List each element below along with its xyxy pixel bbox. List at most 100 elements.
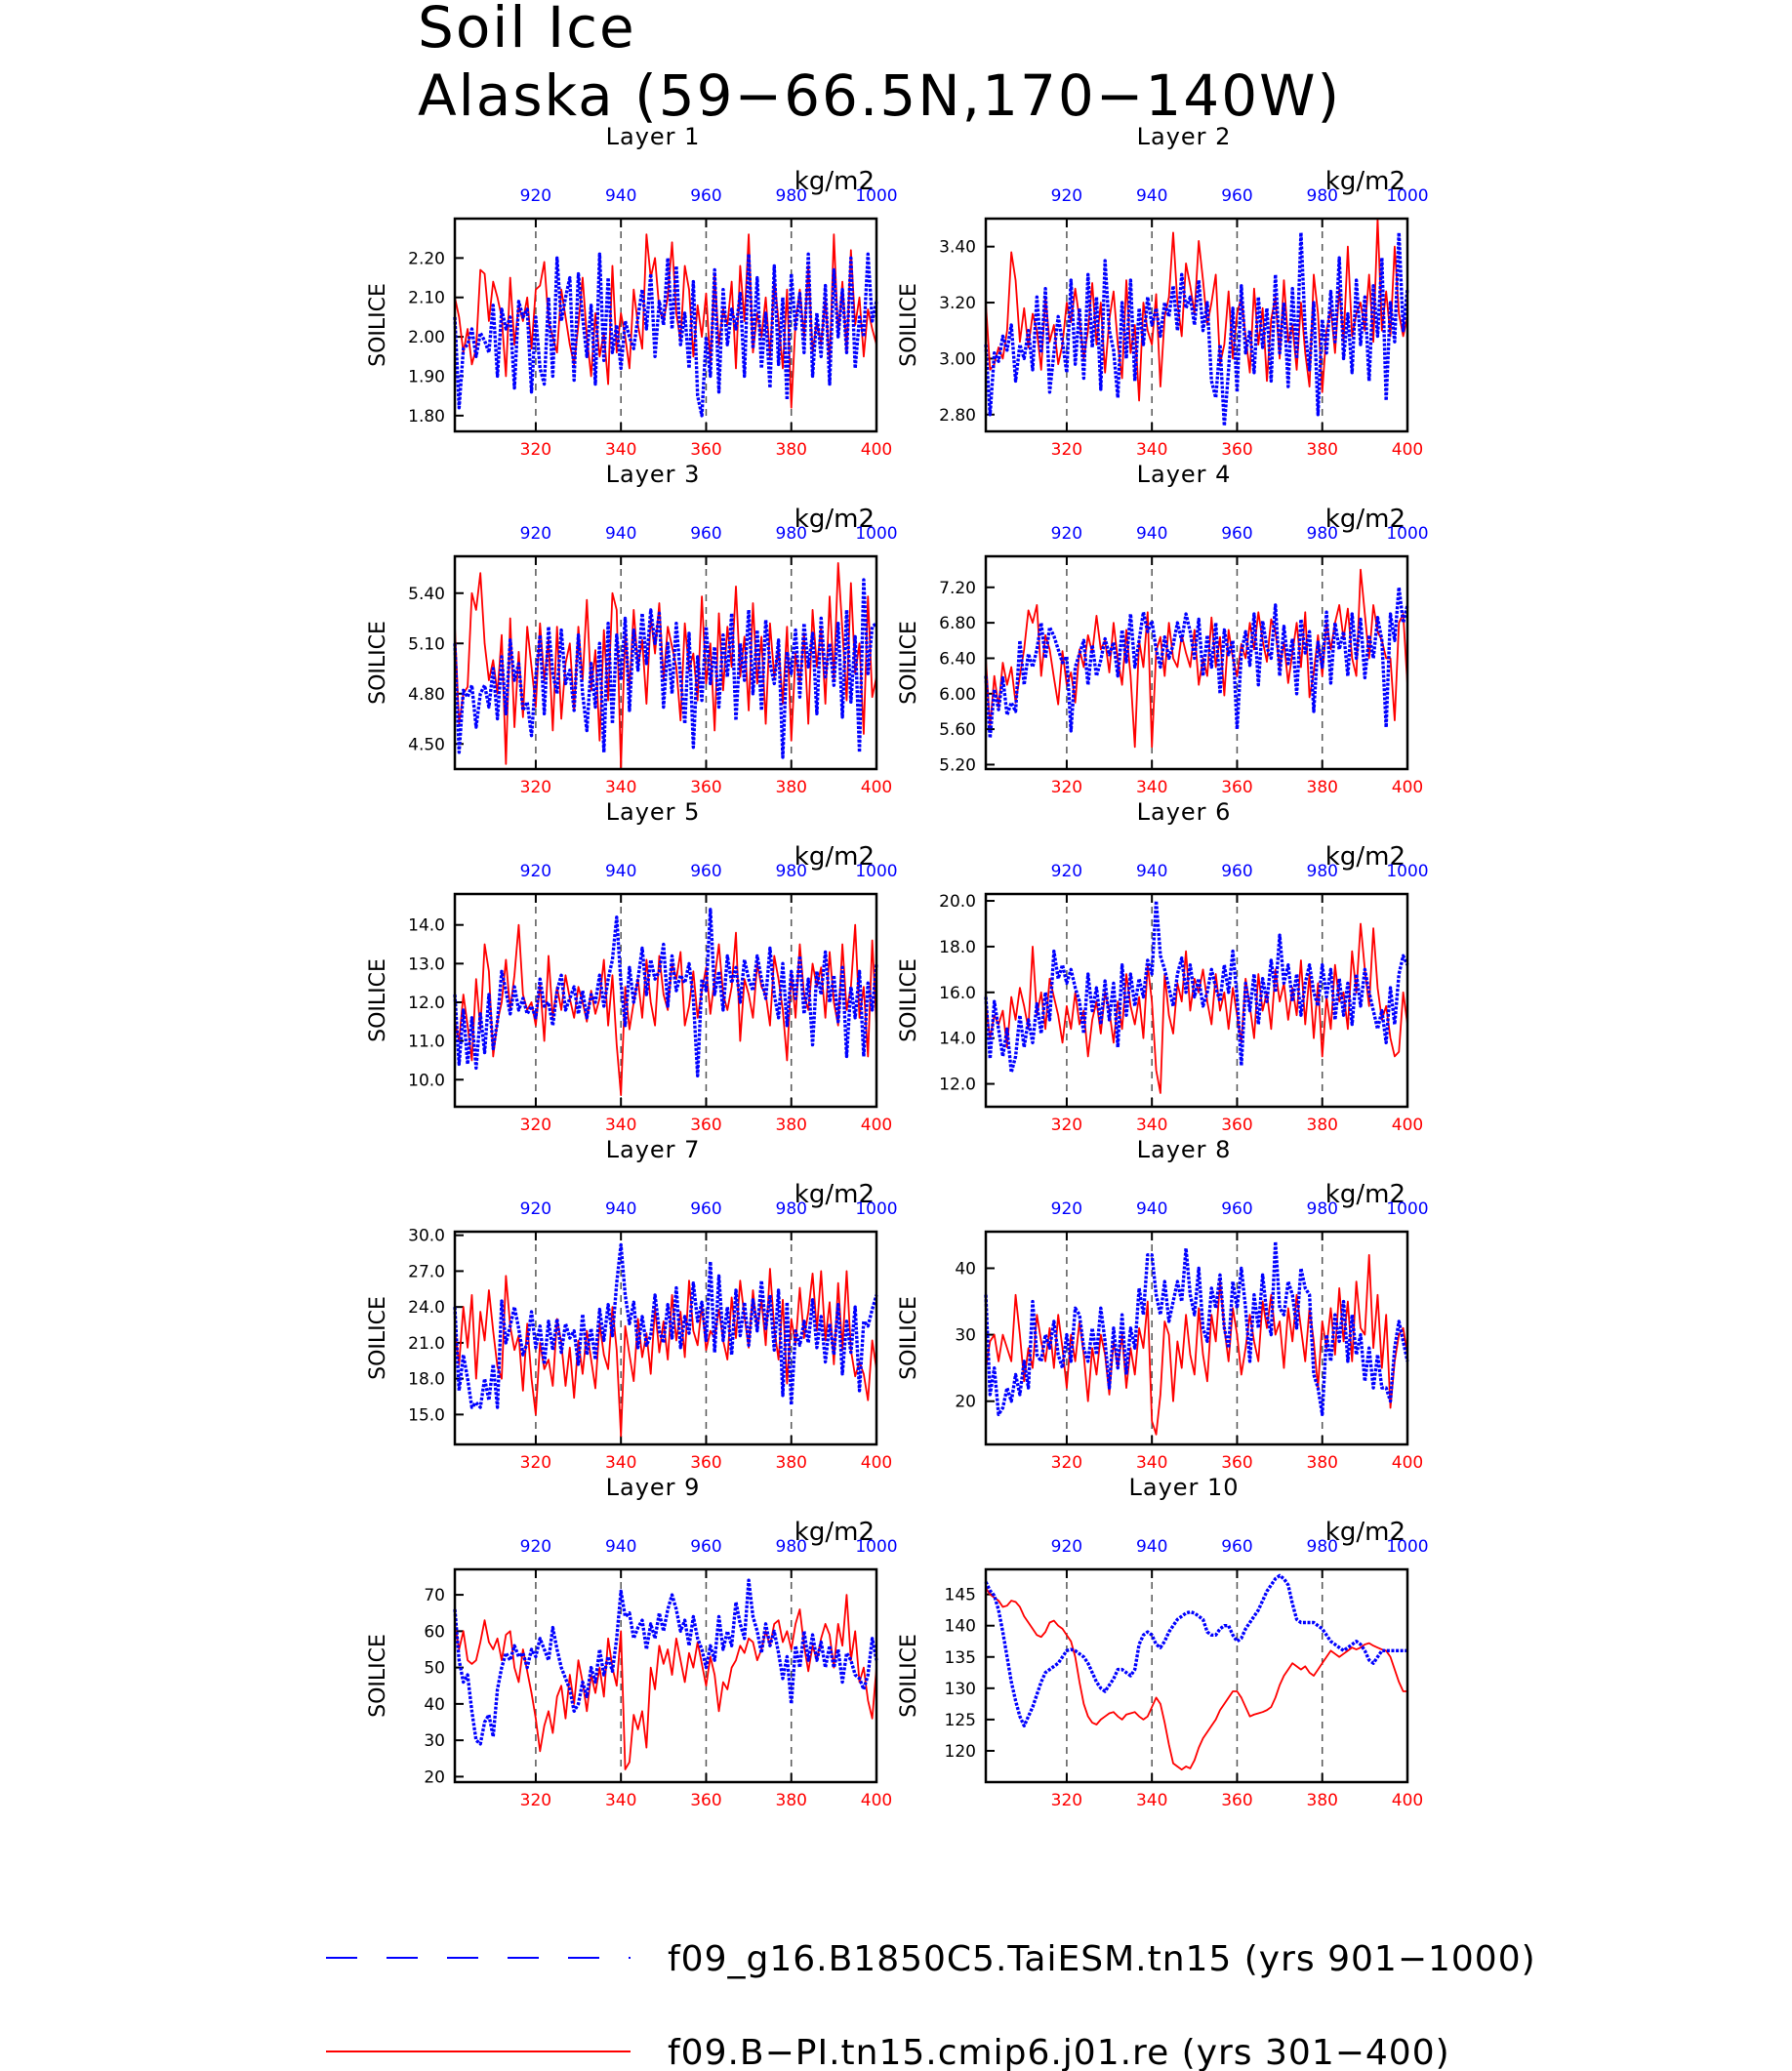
y-tick-label: 6.80 <box>939 614 976 633</box>
x-tick-label-bottom: 380 <box>776 778 807 797</box>
plot-frame <box>453 217 878 433</box>
x-tick-label-bottom: 320 <box>1051 1791 1082 1810</box>
figure-title-line2: Alaska (59−66.5N,170−140W) <box>418 62 1341 129</box>
x-tick-label-top: 940 <box>605 1537 636 1557</box>
y-tick-label: 5.20 <box>939 755 976 775</box>
panel-title: Layer 9 <box>606 1474 701 1501</box>
x-tick-label-bottom: 340 <box>605 778 636 797</box>
x-tick-label-bottom: 360 <box>1221 1116 1252 1135</box>
panel-8: Layer 8 kg/m2 SOILICE 320 340 360 380 400 920 940… <box>897 1136 1429 1473</box>
y-tick-label: 5.40 <box>408 585 445 604</box>
y-tick-label: 18.0 <box>408 1370 445 1390</box>
series-line-blue <box>453 1242 878 1409</box>
x-tick-label-bottom: 360 <box>690 1453 721 1473</box>
x-tick-label-top: 920 <box>1051 186 1082 206</box>
plot-frame <box>453 1567 878 1784</box>
plot-frame <box>984 554 1409 771</box>
x-tick-label-top: 940 <box>1136 524 1167 544</box>
x-tick-label-bottom: 320 <box>520 440 551 460</box>
x-tick-label-bottom: 400 <box>861 1116 892 1135</box>
x-tick-label-bottom: 320 <box>520 1791 551 1810</box>
x-tick-label-bottom: 360 <box>690 440 721 460</box>
y-tick-label: 14.0 <box>408 916 445 936</box>
x-tick-label-bottom: 320 <box>520 778 551 797</box>
panel-title: Layer 7 <box>606 1136 701 1163</box>
x-tick-label-bottom: 340 <box>1136 1116 1167 1135</box>
panel-4: Layer 4 kg/m2 SOILICE 320 340 360 380 400 920 940… <box>897 461 1429 797</box>
plot-frame <box>453 554 878 771</box>
x-tick-label-bottom: 320 <box>1051 1453 1082 1473</box>
y-tick-label: 2.10 <box>408 289 445 308</box>
x-tick-label-bottom: 380 <box>776 1453 807 1473</box>
y-axis-label: SOILICE <box>366 1634 390 1718</box>
x-tick-label-bottom: 340 <box>1136 440 1167 460</box>
series-line-red <box>985 568 1408 749</box>
units-label: kg/m2 <box>1325 842 1405 872</box>
y-tick-label: 24.0 <box>408 1298 445 1318</box>
panel-title: Layer 4 <box>1137 461 1232 488</box>
y-tick-label: 125 <box>945 1711 976 1730</box>
y-tick-label: 135 <box>945 1648 976 1668</box>
plot-frame <box>984 1567 1409 1784</box>
x-tick-label-top: 1000 <box>1386 524 1428 544</box>
x-tick-label-bottom: 380 <box>776 1116 807 1135</box>
y-tick-label: 30 <box>424 1731 445 1751</box>
x-tick-label-bottom: 340 <box>605 1453 636 1473</box>
x-tick-label-bottom: 380 <box>1307 1453 1338 1473</box>
units-label: kg/m2 <box>1325 1518 1405 1547</box>
x-tick-label-top: 1000 <box>1386 186 1428 206</box>
x-tick-label-top: 960 <box>1221 1537 1252 1557</box>
x-tick-label-top: 980 <box>1307 862 1338 881</box>
panel-title: Layer 6 <box>1137 798 1232 826</box>
x-tick-label-top: 960 <box>1221 862 1252 881</box>
y-tick-label: 4.50 <box>408 735 445 754</box>
x-tick-label-top: 980 <box>776 1537 807 1557</box>
y-tick-label: 11.0 <box>408 1033 445 1052</box>
x-tick-label-top: 980 <box>1307 524 1338 544</box>
x-tick-label-bottom: 340 <box>605 1791 636 1810</box>
x-tick-label-top: 960 <box>690 1537 721 1557</box>
x-tick-label-bottom: 400 <box>861 778 892 797</box>
plot-frame <box>984 217 1409 433</box>
y-tick-label: 1.80 <box>408 407 445 426</box>
series-line-blue <box>453 578 878 759</box>
x-tick-label-top: 920 <box>1051 1199 1082 1219</box>
legend-label: f09.B−PI.tn15.cmip6.j01.re (yrs 301−400) <box>668 2033 1450 2071</box>
panel-10: Layer 10 kg/m2 SOILICE 320 340 360 380 400 920 94… <box>897 1474 1429 1810</box>
y-tick-label: 140 <box>945 1617 976 1637</box>
x-tick-label-top: 960 <box>1221 1199 1252 1219</box>
panel-6: Layer 6 kg/m2 SOILICE 320 340 360 380 400 920 940… <box>897 798 1429 1135</box>
y-axis-label: SOILICE <box>366 958 390 1042</box>
x-tick-label-top: 940 <box>1136 1199 1167 1219</box>
x-tick-label-top: 1000 <box>855 862 897 881</box>
y-tick-label: 5.60 <box>939 720 976 740</box>
legend-item: f09_g16.B1850C5.TaiESM.tn15 (yrs 901−100… <box>326 1939 1535 1979</box>
x-tick-label-top: 960 <box>690 186 721 206</box>
y-tick-label: 4.80 <box>408 685 445 705</box>
series-line-red <box>454 1268 877 1438</box>
x-tick-label-top: 960 <box>1221 524 1252 544</box>
x-tick-label-top: 1000 <box>855 186 897 206</box>
x-tick-label-top: 1000 <box>855 1537 897 1557</box>
x-tick-label-bottom: 360 <box>690 778 721 797</box>
panel-title: Layer 1 <box>606 123 701 150</box>
x-tick-label-bottom: 360 <box>690 1791 721 1810</box>
plot-frame <box>453 892 878 1109</box>
y-tick-label: 20 <box>424 1767 445 1787</box>
x-tick-label-top: 960 <box>690 1199 721 1219</box>
y-tick-label: 30 <box>955 1326 976 1346</box>
series-line-red <box>985 1587 1407 1771</box>
x-tick-label-top: 980 <box>1307 186 1338 206</box>
x-tick-label-top: 920 <box>520 186 551 206</box>
plot-frame <box>453 1230 878 1446</box>
x-tick-label-top: 980 <box>776 862 807 881</box>
y-tick-label: 1.90 <box>408 367 445 386</box>
x-tick-label-top: 1000 <box>1386 862 1428 881</box>
x-tick-label-top: 940 <box>605 862 636 881</box>
y-tick-label: 30.0 <box>408 1227 445 1246</box>
panel-2: Layer 2 kg/m2 SOILICE 320 340 360 380 400 920 940… <box>897 123 1429 460</box>
x-tick-label-top: 920 <box>520 1537 551 1557</box>
y-tick-label: 20.0 <box>939 892 976 912</box>
y-tick-label: 40 <box>424 1695 445 1715</box>
panel-3: Layer 3 kg/m2 SOILICE 320 340 360 380 400 920 940… <box>366 461 898 797</box>
